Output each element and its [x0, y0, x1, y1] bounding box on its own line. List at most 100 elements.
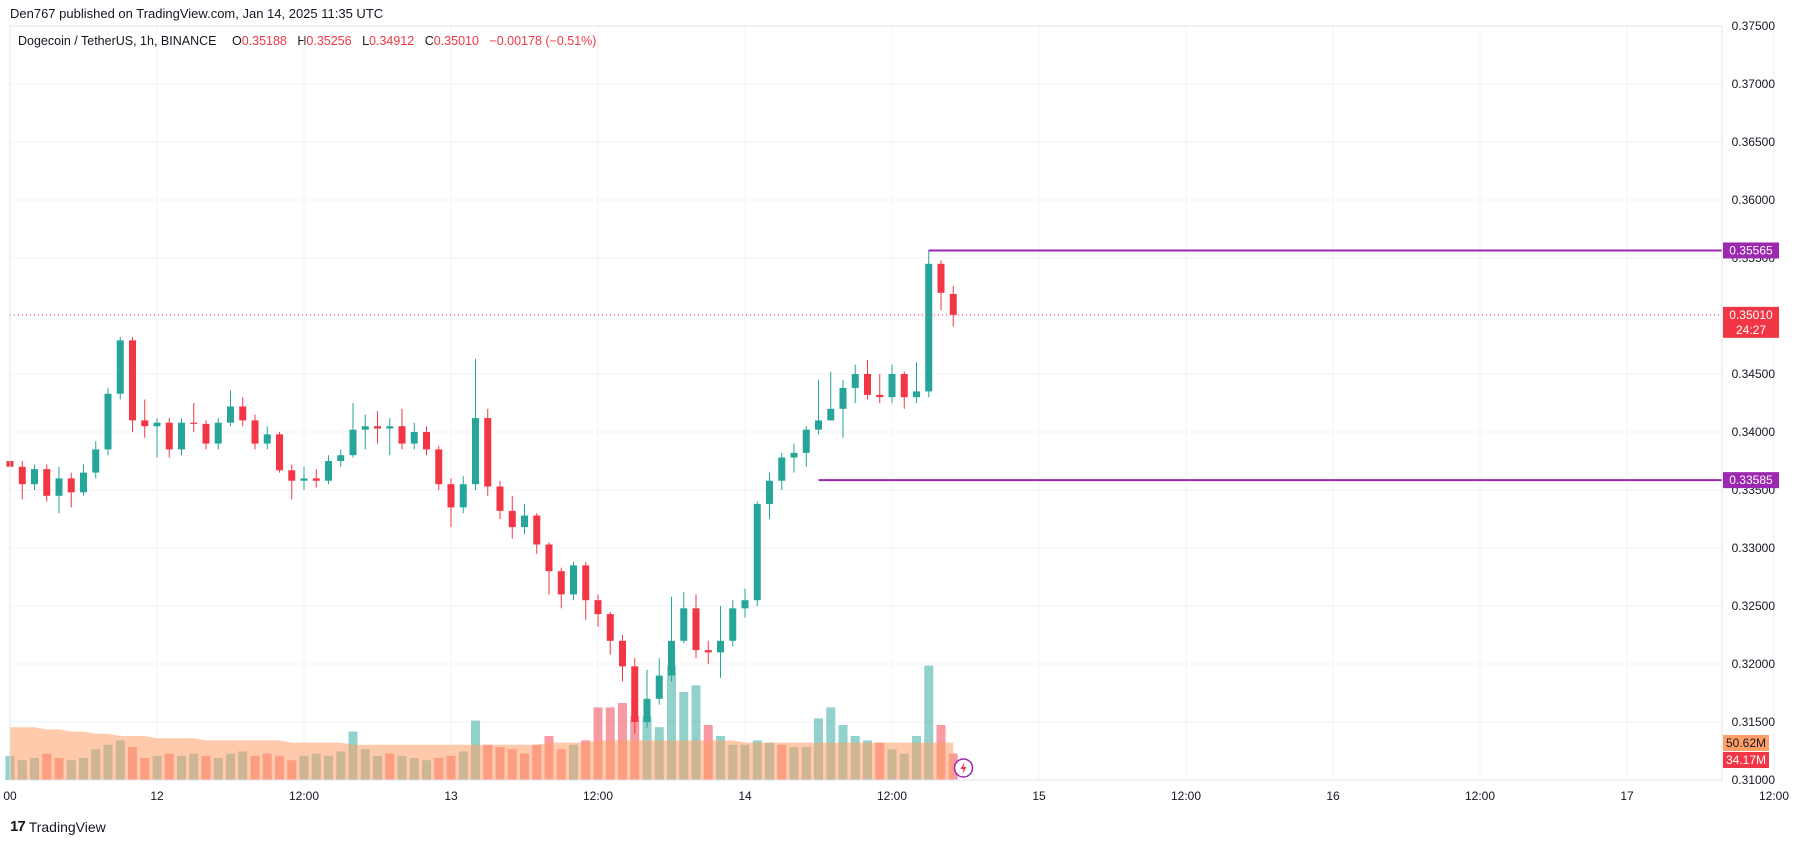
- candle-body: [582, 565, 590, 601]
- high-label: H: [297, 34, 307, 48]
- candle-body: [484, 418, 492, 487]
- x-tick-label: 15: [1032, 789, 1046, 803]
- candle-body: [80, 472, 87, 493]
- footer-brand[interactable]: 17 TradingView: [10, 818, 106, 835]
- candle-body: [92, 449, 100, 473]
- candle-body: [459, 484, 467, 508]
- candle-body: [619, 640, 626, 667]
- candle-body: [398, 426, 406, 444]
- candle-body: [337, 455, 345, 461]
- candle-body: [594, 600, 602, 615]
- candle-body: [729, 608, 737, 641]
- x-tick-label: 16: [1326, 789, 1340, 803]
- axes: 0.375000.370000.365000.360000.355000.350…: [3, 19, 1789, 803]
- candle-body: [263, 434, 271, 444]
- y-tick-label: 0.37500: [1732, 19, 1776, 33]
- candle-body: [790, 452, 798, 458]
- x-tick-label: 12:00: [1171, 789, 1201, 803]
- candle-body: [43, 469, 51, 496]
- x-tick-label: 13: [444, 789, 458, 803]
- last-price-tag: [1723, 306, 1779, 338]
- candle-body: [423, 432, 430, 450]
- volume-bar: [924, 665, 934, 780]
- candle-body: [447, 484, 455, 508]
- candle-body: [864, 374, 871, 395]
- close-label: C: [424, 34, 434, 48]
- candle-body: [876, 394, 884, 398]
- y-tick-label: 0.31500: [1732, 715, 1776, 729]
- last-price-text: 0.35010: [1729, 308, 1773, 322]
- candle-body: [251, 420, 259, 444]
- candle-body: [545, 544, 553, 572]
- candle-body: [753, 503, 761, 601]
- countdown-text: 24:27: [1736, 323, 1766, 337]
- publisher-line: Den767 published on TradingView.com, Jan…: [10, 6, 384, 21]
- candle-body: [692, 608, 700, 651]
- level-tag-text: 0.35565: [1729, 243, 1773, 257]
- candle-body: [741, 600, 749, 609]
- candle-body: [312, 478, 320, 481]
- candle-body: [31, 469, 38, 485]
- candle-body: [18, 466, 26, 485]
- candle-body: [668, 640, 675, 676]
- candle-body: [361, 426, 369, 430]
- grid-lines: [10, 25, 1775, 781]
- x-tick-label: 17: [1620, 789, 1634, 803]
- y-tick-label: 0.37000: [1732, 77, 1776, 91]
- candles: [6, 249, 957, 734]
- candle-body: [288, 470, 296, 481]
- y-tick-label: 0.32000: [1732, 657, 1776, 671]
- volume-ma-tag: [1723, 735, 1769, 751]
- candle-body: [570, 565, 577, 595]
- candle-body: [655, 675, 663, 699]
- volume-bar: [691, 685, 701, 780]
- candle-body: [374, 426, 381, 429]
- candle-body: [202, 423, 210, 444]
- candle-body: [55, 478, 63, 496]
- candle-body: [104, 393, 112, 450]
- candle-body: [521, 515, 528, 528]
- candle-body: [214, 422, 222, 444]
- x-tick-label: 12: [150, 789, 164, 803]
- tradingview-logo-icon: 17: [10, 818, 26, 835]
- y-tick-label: 0.36500: [1732, 135, 1776, 149]
- lightning-bolt-icon: [960, 762, 967, 774]
- candle-body: [129, 340, 136, 421]
- candle-body: [606, 614, 614, 641]
- candle-body: [116, 340, 124, 394]
- candle-body: [239, 406, 247, 421]
- candle-body: [680, 608, 688, 641]
- level-tag: [1723, 472, 1779, 489]
- x-tick-label: 12:00: [1759, 789, 1789, 803]
- candle-body: [839, 387, 847, 409]
- candle-body: [704, 650, 712, 653]
- candle-body: [802, 429, 810, 453]
- brand-name: TradingView: [28, 818, 106, 835]
- change-value: −0.00178 (−0.51%): [489, 34, 597, 48]
- candle-body: [949, 293, 957, 315]
- candle-body: [557, 571, 565, 595]
- horizontal-levels: [10, 249, 1722, 482]
- y-tick-label: 0.31000: [1732, 773, 1776, 787]
- level-tag: [1723, 242, 1779, 259]
- x-tick-label: 12:00: [877, 789, 907, 803]
- y-tick-label: 0.36000: [1732, 193, 1776, 207]
- close-value: 0.35010: [433, 34, 479, 48]
- candle-body: [178, 422, 185, 450]
- candle-body: [386, 426, 394, 429]
- open-label: O: [231, 34, 242, 48]
- volume-last-text: 34.17M: [1726, 753, 1766, 767]
- symbol-label[interactable]: Dogecoin / TetherUS, 1h, BINANCE: [18, 34, 217, 48]
- candle-body: [276, 434, 283, 471]
- candle-body: [227, 406, 234, 423]
- volume-bar: [667, 665, 676, 780]
- candle-body: [141, 420, 149, 427]
- y-tick-label: 0.34500: [1732, 367, 1776, 381]
- candle-body: [496, 486, 504, 511]
- candle-body: [766, 480, 773, 504]
- candle-body: [643, 698, 651, 722]
- candle-body: [778, 457, 786, 481]
- candle-body: [190, 422, 198, 424]
